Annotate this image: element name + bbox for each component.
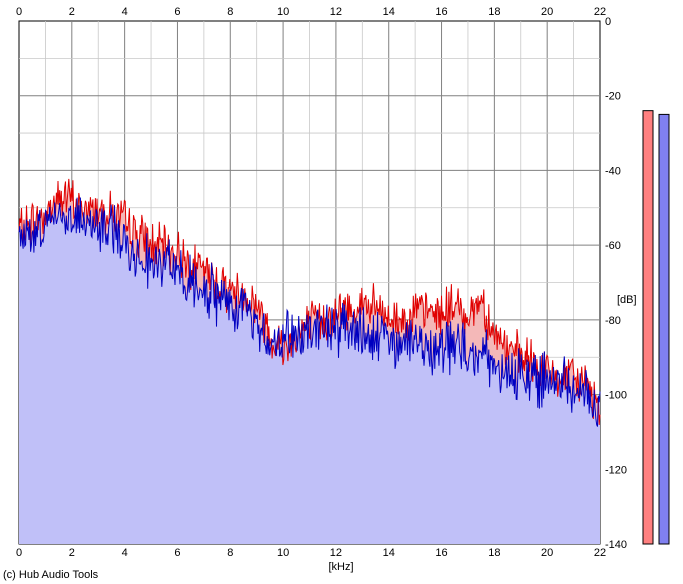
blue-series-line (18, 197, 601, 427)
x-tick-label-top: 2 (69, 6, 75, 18)
y-tick-label: -40 (605, 165, 621, 177)
x-tick-label-top: 16 (435, 6, 447, 18)
x-tick-label-top: 14 (383, 6, 395, 18)
x-tick-label-top: 22 (594, 6, 606, 18)
y-tick-label: -120 (605, 464, 627, 476)
y-tick-label: 0 (605, 16, 611, 28)
blue-series-area (19, 197, 600, 544)
y-tick-label: -60 (605, 240, 621, 252)
y-tick-label: -100 (605, 390, 627, 402)
x-tick-label-bottom: 4 (122, 547, 128, 559)
x-tick-label-top: 4 (122, 6, 128, 18)
x-tick-label-bottom: 10 (277, 547, 289, 559)
x-tick-label-top: 8 (227, 6, 233, 18)
y-tick-label: -140 (605, 539, 627, 551)
x-tick-label-top: 18 (488, 6, 500, 18)
x-tick-label-top: 10 (277, 6, 289, 18)
x-tick-labels-bottom: 0 2 4 6 8 10 12 14 16 18 20 22 (16, 547, 606, 559)
level-meter-bar (642, 110, 654, 545)
x-tick-label-bottom: 6 (174, 547, 180, 559)
copyright-footer: (c) Hub Audio Tools (3, 569, 99, 581)
x-tick-label-bottom: 14 (383, 547, 395, 559)
x-tick-label-bottom: 22 (594, 547, 606, 559)
y-tick-label: -20 (605, 91, 621, 103)
x-tick-label-bottom: 20 (541, 547, 553, 559)
x-axis-label: [kHz] (328, 561, 353, 573)
x-tick-label-bottom: 12 (330, 547, 342, 559)
y-axis-label: [dB] (617, 294, 637, 306)
x-tick-label-top: 0 (16, 6, 22, 18)
level-meter-bar (658, 113, 670, 545)
x-tick-label-top: 20 (541, 6, 553, 18)
y-tick-label: -80 (605, 315, 621, 327)
x-tick-label-bottom: 2 (69, 547, 75, 559)
x-tick-label-top: 6 (174, 6, 180, 18)
x-tick-label-bottom: 16 (435, 547, 447, 559)
level-meters (642, 110, 670, 545)
x-tick-label-bottom: 18 (488, 547, 500, 559)
y-tick-labels: 0 -20 -40 -60 -80 -100 -120 -140 (605, 16, 627, 551)
x-tick-labels-top: 0 2 4 6 8 10 12 14 16 18 20 22 (16, 6, 606, 18)
x-tick-label-top: 12 (330, 6, 342, 18)
x-tick-label-bottom: 8 (227, 547, 233, 559)
x-tick-label-bottom: 0 (16, 547, 22, 559)
